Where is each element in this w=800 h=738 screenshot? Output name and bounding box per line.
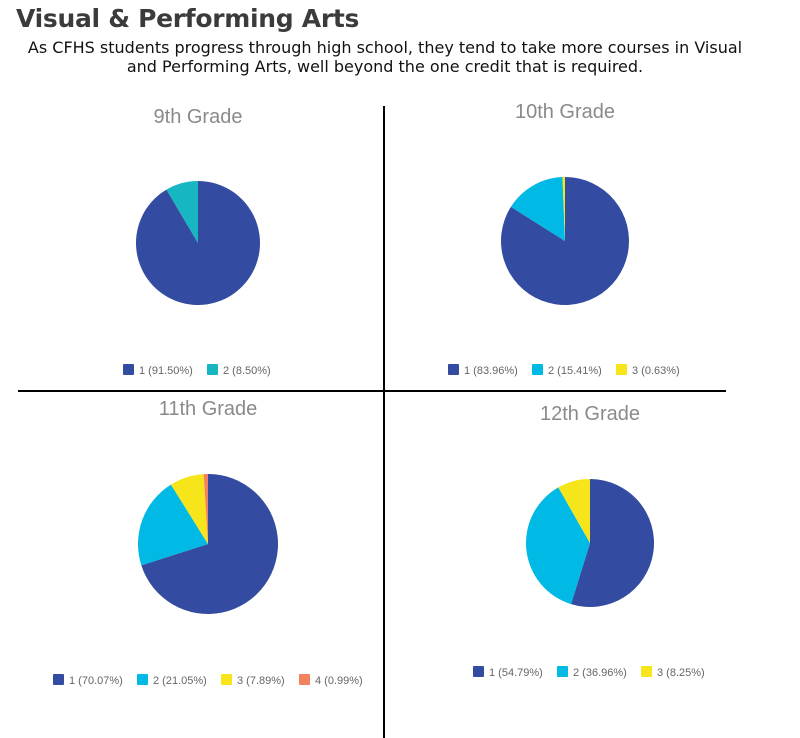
- legend-label-4: 4 (0.99%): [315, 675, 363, 687]
- legend-swatch-1: [448, 364, 459, 375]
- subtitle-line-2: and Performing Arts, well beyond the one…: [126, 57, 644, 76]
- legend-label-3: 3 (8.25%): [657, 667, 705, 679]
- legend-swatch-3: [641, 666, 652, 677]
- pie-slice-2: [137, 484, 208, 566]
- pie-chart-4: 12th Grade 1 (54.79%) 2 (36.96%) 3 (8.25%): [473, 403, 705, 679]
- pie-slice-2: [526, 487, 590, 605]
- legend-swatch-3: [616, 364, 627, 375]
- legend-label-3: 3 (0.63%): [632, 365, 680, 377]
- legend-label-2: 2 (15.41%): [548, 365, 602, 377]
- chart-title: 9th Grade: [154, 106, 243, 128]
- legend-label-1: 1 (54.79%): [489, 667, 543, 679]
- pie-slice-1: [571, 479, 655, 607]
- legend-label-3: 3 (7.89%): [237, 675, 285, 687]
- chart-title: 11th Grade: [159, 398, 258, 420]
- pie-slice-1: [501, 177, 630, 305]
- legend-swatch-4: [299, 674, 310, 685]
- pie-slice-3: [558, 479, 590, 543]
- pie-slice-3: [170, 474, 208, 544]
- pie-chart-3: 11th Grade 1 (70.07%) 2 (21.05%) 3 (7.89%) 4…: [53, 398, 363, 687]
- legend-label-2: 2 (21.05%): [153, 675, 207, 687]
- pie-slice-3: [562, 177, 565, 241]
- legend-swatch-2: [532, 364, 543, 375]
- horizontal-divider: [18, 390, 726, 392]
- page-title: Visual & Performing Arts: [16, 4, 360, 33]
- legend-swatch-3: [221, 674, 232, 685]
- legend-label-2: 2 (36.96%): [573, 667, 627, 679]
- legend-swatch-1: [123, 364, 134, 375]
- vertical-divider: [383, 106, 385, 738]
- pie-chart-1: 9th Grade 1 (91.50%) 2 (8.50%): [123, 106, 271, 377]
- pie-chart-2: 10th Grade 1 (83.96%) 2 (15.41%) 3 (0.63%): [448, 101, 680, 377]
- legend-swatch-2: [137, 674, 148, 685]
- legend-label-1: 1 (83.96%): [464, 365, 518, 377]
- chart-title: 10th Grade: [515, 101, 615, 123]
- legend-swatch-2: [207, 364, 218, 375]
- legend-swatch-1: [473, 666, 484, 677]
- pie-slice-1: [135, 181, 260, 306]
- pie-slice-4: [203, 474, 208, 544]
- pie-slice-2: [510, 177, 565, 241]
- legend-label-1: 1 (70.07%): [69, 675, 123, 687]
- page-subtitle: As CFHS students progress through high s…: [10, 38, 760, 76]
- pie-slice-1: [141, 474, 278, 614]
- legend-label-2: 2 (8.50%): [223, 365, 271, 377]
- legend-swatch-2: [557, 666, 568, 677]
- subtitle-line-1: As CFHS students progress through high s…: [27, 38, 743, 57]
- legend-swatch-1: [53, 674, 64, 685]
- chart-title: 12th Grade: [540, 403, 640, 425]
- pie-slice-2: [166, 181, 198, 243]
- legend-label-1: 1 (91.50%): [139, 365, 193, 377]
